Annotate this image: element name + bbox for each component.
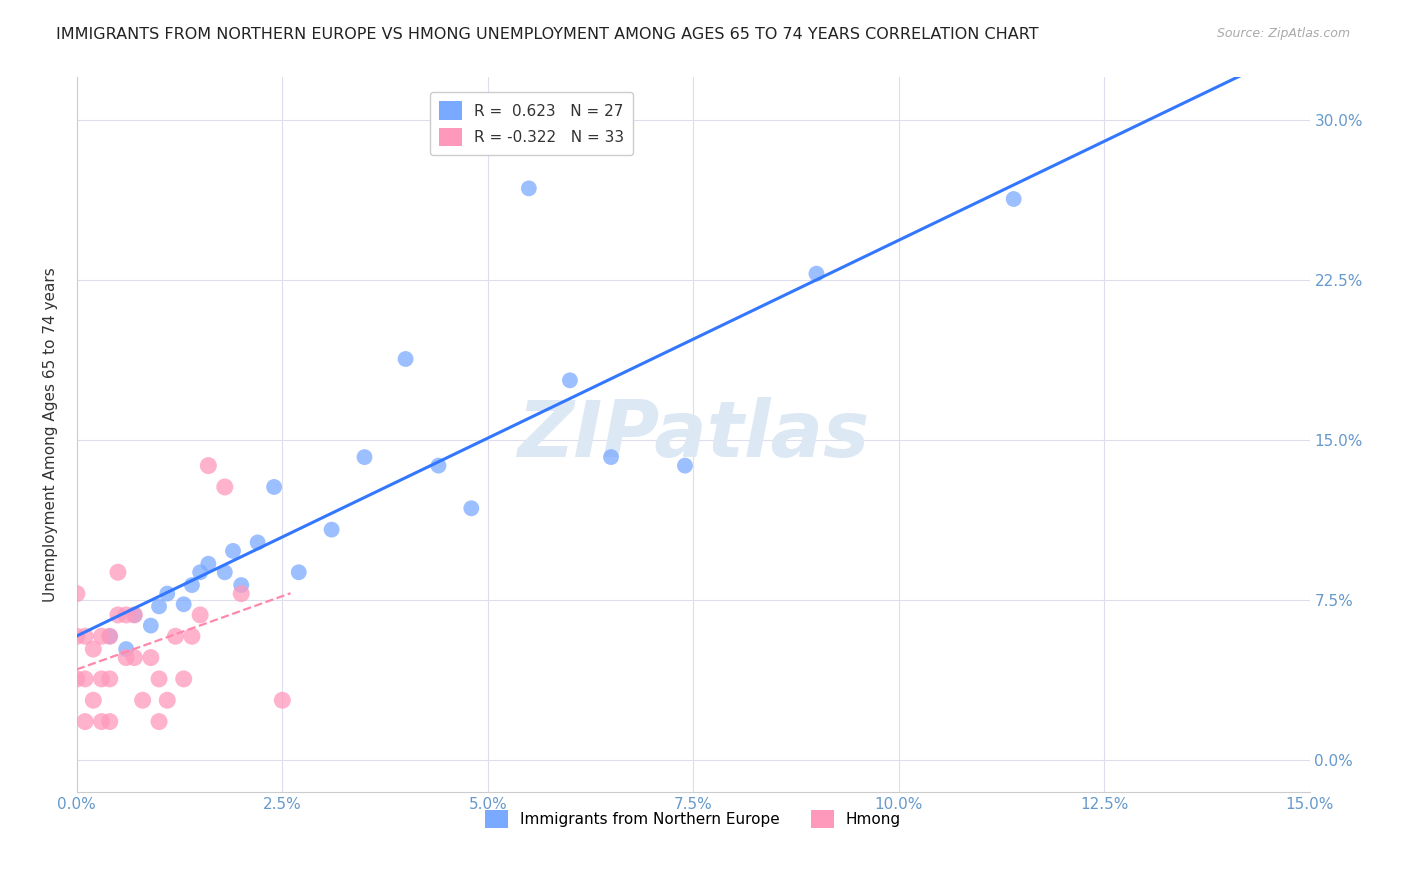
Point	[156, 693, 179, 707]
Point	[246, 535, 269, 549]
Point	[558, 373, 581, 387]
Point	[115, 607, 138, 622]
Point	[173, 597, 195, 611]
Point	[139, 650, 162, 665]
Point	[231, 578, 253, 592]
Point	[1002, 192, 1025, 206]
Point	[673, 458, 696, 473]
Point	[115, 650, 138, 665]
Point	[460, 501, 482, 516]
Point	[98, 629, 121, 643]
Point	[98, 629, 121, 643]
Point	[124, 650, 146, 665]
Point	[188, 607, 211, 622]
Point	[66, 672, 89, 686]
Point	[66, 586, 89, 600]
Point	[75, 714, 97, 729]
Point	[98, 672, 121, 686]
Point	[82, 642, 104, 657]
Text: ZIPatlas: ZIPatlas	[517, 397, 869, 473]
Point	[427, 458, 450, 473]
Point	[287, 566, 309, 580]
Text: Source: ZipAtlas.com: Source: ZipAtlas.com	[1216, 27, 1350, 40]
Text: IMMIGRANTS FROM NORTHERN EUROPE VS HMONG UNEMPLOYMENT AMONG AGES 65 TO 74 YEARS : IMMIGRANTS FROM NORTHERN EUROPE VS HMONG…	[56, 27, 1039, 42]
Point	[197, 458, 219, 473]
Point	[115, 642, 138, 657]
Point	[148, 672, 170, 686]
Point	[148, 714, 170, 729]
Legend: Immigrants from Northern Europe, Hmong: Immigrants from Northern Europe, Hmong	[479, 804, 907, 834]
Point	[180, 629, 202, 643]
Point	[124, 607, 146, 622]
Point	[75, 672, 97, 686]
Point	[222, 544, 245, 558]
Point	[231, 586, 253, 600]
Point	[353, 450, 375, 464]
Point	[173, 672, 195, 686]
Point	[148, 599, 170, 614]
Point	[165, 629, 187, 643]
Point	[321, 523, 343, 537]
Point	[98, 714, 121, 729]
Point	[90, 629, 112, 643]
Point	[214, 480, 236, 494]
Point	[131, 693, 153, 707]
Point	[394, 351, 416, 366]
Point	[271, 693, 294, 707]
Point	[197, 557, 219, 571]
Point	[517, 181, 540, 195]
Point	[107, 607, 129, 622]
Point	[600, 450, 623, 464]
Point	[75, 629, 97, 643]
Y-axis label: Unemployment Among Ages 65 to 74 years: Unemployment Among Ages 65 to 74 years	[44, 268, 58, 602]
Point	[90, 672, 112, 686]
Point	[90, 714, 112, 729]
Point	[263, 480, 285, 494]
Point	[806, 267, 828, 281]
Point	[82, 693, 104, 707]
Point	[188, 566, 211, 580]
Point	[214, 566, 236, 580]
Point	[156, 586, 179, 600]
Point	[180, 578, 202, 592]
Point	[66, 629, 89, 643]
Point	[139, 618, 162, 632]
Point	[124, 607, 146, 622]
Point	[107, 566, 129, 580]
